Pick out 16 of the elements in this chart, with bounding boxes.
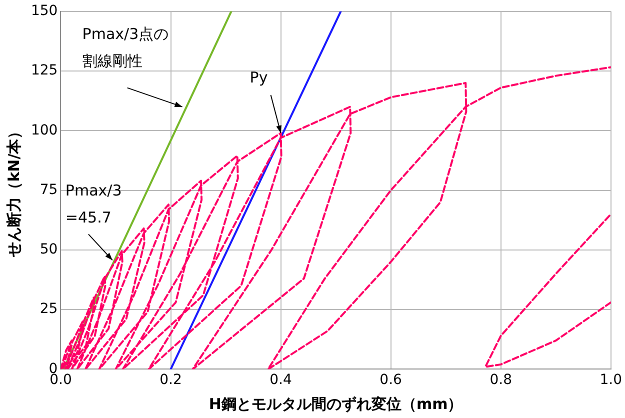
annotation: Py bbox=[250, 68, 268, 86]
y-tick-label: 100 bbox=[30, 122, 58, 138]
y-tick-label: 25 bbox=[40, 301, 58, 318]
x-axis-title: H鋼とモルタル間のずれ変位（mm） bbox=[208, 394, 463, 413]
y-tick-label: 150 bbox=[30, 3, 58, 20]
x-tick-label: 0.6 bbox=[380, 372, 402, 388]
x-tick-label: 1.0 bbox=[600, 372, 622, 388]
x-tick-label: 0.8 bbox=[490, 372, 512, 388]
x-tick-label: 0.4 bbox=[270, 372, 292, 388]
y-tick-label: 50 bbox=[40, 242, 58, 258]
annotation: Pmax/3 =45.7 bbox=[65, 182, 122, 227]
y-tick-label: 125 bbox=[30, 62, 58, 79]
x-tick-label: 0.2 bbox=[160, 372, 182, 388]
y-axis-title: せん断力（kN/本） bbox=[4, 124, 23, 258]
y-tick-label: 75 bbox=[40, 182, 58, 198]
annotation: Pmax/3点の割線剛性 bbox=[82, 25, 169, 70]
